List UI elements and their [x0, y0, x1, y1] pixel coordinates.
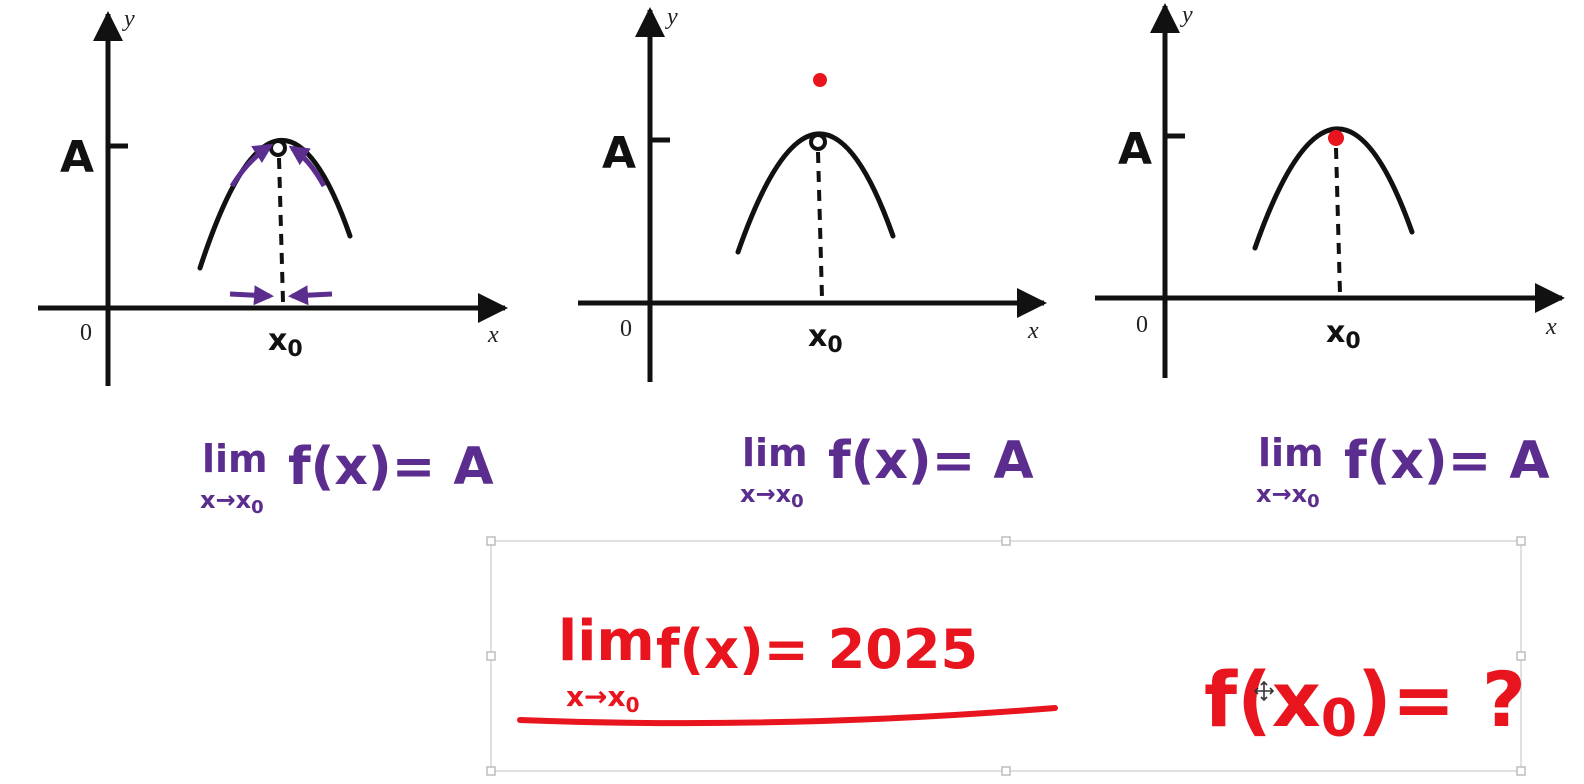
- origin-label: 0: [1136, 312, 1148, 338]
- dashed-guide: [277, 157, 285, 303]
- limit-expression: lim x→x0 f(x)= A: [740, 431, 1034, 512]
- origin-label: 0: [620, 316, 632, 342]
- lim-word: lim: [202, 437, 268, 481]
- dashed-guide: [816, 151, 824, 299]
- graph-2: y x 0 A x0 lim x→x0 f(x)= A: [578, 4, 1047, 512]
- question-expression: f(x0)= ?: [1204, 655, 1526, 749]
- isolated-point: [813, 73, 827, 87]
- A-label: A: [60, 132, 94, 183]
- x0-label: x0: [1326, 315, 1361, 354]
- handle-bottom-right[interactable]: [1516, 766, 1526, 776]
- curve: [735, 131, 896, 255]
- hollow-point: [809, 133, 827, 151]
- handle-top-left[interactable]: [486, 536, 496, 546]
- graph-1: y x 0 A x0 lim x→x0 f(x)= A: [38, 6, 508, 518]
- limit-expression: lim x→x0 f(x)= A: [200, 437, 494, 518]
- selection-handles[interactable]: [486, 536, 1526, 776]
- lim-word: lim: [1258, 431, 1324, 475]
- x-axis-label: x: [1545, 314, 1557, 340]
- limit-body: f(x)= A: [288, 437, 494, 497]
- graph-3: y x 0 A x0 lim x→x0 f(x)= A: [1095, 2, 1565, 512]
- curve: [1252, 126, 1415, 251]
- curve-arrow-left: [229, 143, 274, 188]
- curve: [197, 138, 353, 271]
- x0-label: x0: [268, 323, 303, 362]
- x0-label: x0: [808, 319, 843, 358]
- dashed-guide: [1334, 147, 1342, 295]
- filled-point: [1328, 130, 1344, 146]
- lim-word: lim: [558, 609, 655, 674]
- move-cursor-icon: [1253, 680, 1275, 702]
- note-box[interactable]: lim x→x0 f(x)= 2025 f(x0)= ?: [486, 536, 1526, 776]
- x-axis-label: x: [1027, 318, 1039, 344]
- approach-arrows: [229, 143, 333, 306]
- A-label: A: [602, 128, 636, 179]
- limit-expression: lim x→x0 f(x)= A: [1256, 431, 1550, 512]
- hollow-point: [269, 139, 287, 157]
- y-axis-label: y: [122, 6, 135, 32]
- lim-word: lim: [742, 431, 808, 475]
- handle-top-right[interactable]: [1516, 536, 1526, 546]
- limit-body: f(x)= A: [828, 431, 1034, 491]
- origin-label: 0: [80, 320, 92, 346]
- lim-subscript: x→x0: [200, 486, 264, 518]
- handle-bottom-left[interactable]: [486, 766, 496, 776]
- lim-subscript: x→x0: [740, 480, 804, 512]
- curve-arrow-right: [288, 145, 327, 188]
- lim-subscript: x→x0: [566, 680, 640, 717]
- x-axis-label: x: [487, 322, 499, 348]
- handle-middle-right[interactable]: [1516, 651, 1526, 661]
- handle-top-middle[interactable]: [1001, 536, 1011, 546]
- red-limit-note: lim x→x0 f(x)= 2025: [517, 609, 1058, 727]
- y-axis-label: y: [665, 4, 678, 30]
- underline-stroke: [517, 705, 1058, 727]
- limit-body: f(x)= A: [1344, 431, 1550, 491]
- handle-middle-left[interactable]: [486, 651, 496, 661]
- limit-body: f(x)= 2025: [656, 618, 978, 681]
- handle-bottom-middle[interactable]: [1001, 766, 1011, 776]
- lim-subscript: x→x0: [1256, 480, 1320, 512]
- A-label: A: [1118, 124, 1152, 175]
- x-arrow-left: [229, 285, 274, 306]
- y-axis-label: y: [1180, 2, 1193, 28]
- x-arrow-right: [288, 285, 333, 306]
